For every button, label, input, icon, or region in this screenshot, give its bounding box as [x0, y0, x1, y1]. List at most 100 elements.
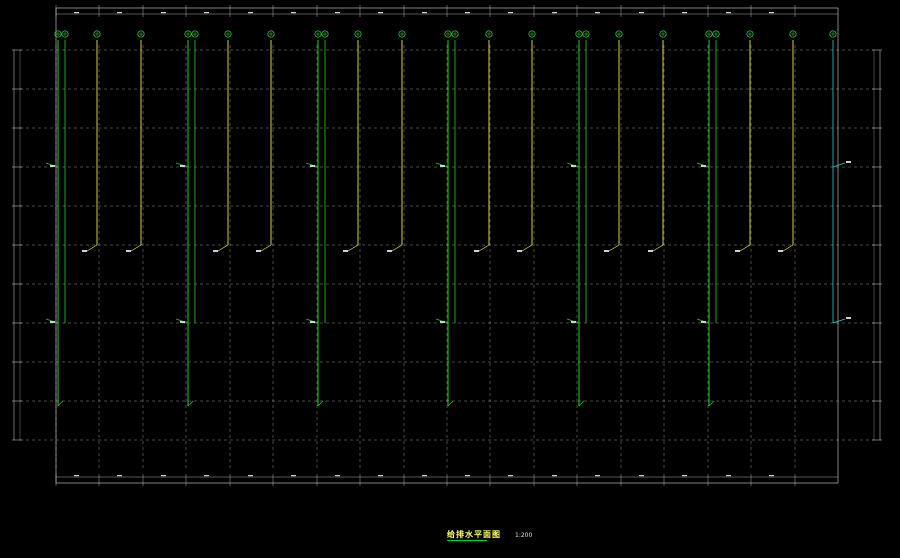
dimension-text [291, 475, 296, 477]
dimension-text [291, 12, 296, 14]
pipe-label-tag [701, 165, 706, 167]
circle-plus-icon [93, 30, 101, 38]
circle-plus-icon [354, 30, 362, 38]
drain-branch [447, 400, 454, 407]
title-underline [447, 540, 487, 541]
dimension-text [335, 12, 340, 14]
dimension-text [552, 12, 557, 14]
circle-plus-icon [314, 30, 322, 38]
supply-branch [739, 244, 751, 252]
pipe-label-tag [604, 250, 609, 252]
dimension-text [682, 12, 687, 14]
supply-branch [782, 244, 794, 252]
dimension-text [74, 475, 79, 477]
circle-plus-icon [137, 30, 145, 38]
dimension-text [682, 475, 687, 477]
dimension-text [248, 475, 253, 477]
circle-plus-icon [746, 30, 754, 38]
dimension-text [161, 475, 166, 477]
cyan-branch [832, 162, 846, 168]
pipe-label-tag [846, 317, 851, 319]
pipe-label-tag [571, 165, 576, 167]
pipe-label-tag [82, 250, 87, 252]
pipe-label-tag [517, 250, 522, 252]
supply-branch [130, 244, 142, 252]
circle-plus-icon [61, 30, 69, 38]
dimension-text [378, 475, 383, 477]
circle-plus-icon [184, 30, 192, 38]
circle-plus-icon [712, 30, 720, 38]
circle-plus-icon [528, 30, 536, 38]
pipe-label-tag [701, 321, 706, 323]
drain-branch [187, 400, 194, 407]
dimension-text [508, 12, 513, 14]
dimension-text [117, 12, 122, 14]
drawing-scale: 1:200 [515, 532, 533, 539]
pipe-label-tag [571, 321, 576, 323]
dimension-text [335, 475, 340, 477]
pipe-label-tag [50, 165, 55, 167]
supply-branch [391, 244, 403, 252]
pipe-label-tag [440, 165, 445, 167]
pipe-label-tag [256, 250, 261, 252]
pipe-label-tag [310, 165, 315, 167]
pipe-label-tag [126, 250, 131, 252]
supply-branch [347, 244, 359, 252]
pipe-label-tag [648, 250, 653, 252]
pipe-label-tag [310, 321, 315, 323]
dimension-text [465, 12, 470, 14]
dimension-text [595, 12, 600, 14]
circle-plus-icon [705, 30, 713, 38]
pipe-label-tag [778, 250, 783, 252]
dimension-text [422, 12, 427, 14]
supply-branch [260, 244, 272, 252]
dimension-text [378, 12, 383, 14]
cyan-branch [832, 318, 846, 324]
dimension-text [161, 12, 166, 14]
circle-plus-icon [398, 30, 406, 38]
pipe-label-tag [213, 250, 218, 252]
supply-branch [478, 244, 490, 252]
circle-plus-icon [829, 30, 837, 38]
dimension-text [726, 12, 731, 14]
circle-plus-icon [615, 30, 623, 38]
pipe-label-tag [387, 250, 392, 252]
dimension-text [508, 475, 513, 477]
dimension-text [117, 475, 122, 477]
circle-plus-icon [659, 30, 667, 38]
circle-plus-icon [485, 30, 493, 38]
pipe-label-tag [180, 165, 185, 167]
circle-plus-icon [224, 30, 232, 38]
pipe-label-tag [474, 250, 479, 252]
circle-plus-icon [267, 30, 275, 38]
dimension-text [465, 475, 470, 477]
drain-branch [708, 400, 715, 407]
drain-branch [57, 400, 64, 407]
pipe-label-tag [440, 321, 445, 323]
pipe-label-tag [846, 161, 851, 163]
supply-branch [652, 244, 664, 252]
dimension-text [595, 475, 600, 477]
supply-branch [608, 244, 620, 252]
dimension-text [769, 475, 774, 477]
drawing-caption: 给排水平面图 1:200 [447, 529, 532, 540]
pipe-label-tag [735, 250, 740, 252]
pipe-label-tag [343, 250, 348, 252]
dimension-text [726, 475, 731, 477]
dimension-text [769, 12, 774, 14]
pipe-label-tag [180, 321, 185, 323]
drain-branch [578, 400, 585, 407]
dimension-text [552, 475, 557, 477]
supply-branch [521, 244, 533, 252]
dimension-text [639, 475, 644, 477]
circle-plus-icon [444, 30, 452, 38]
circle-plus-icon [191, 30, 199, 38]
supply-branch [217, 244, 229, 252]
dimension-text [204, 475, 209, 477]
circle-plus-icon [575, 30, 583, 38]
circle-plus-icon [321, 30, 329, 38]
dimension-text [204, 12, 209, 14]
dimension-text [422, 475, 427, 477]
circle-plus-icon [789, 30, 797, 38]
